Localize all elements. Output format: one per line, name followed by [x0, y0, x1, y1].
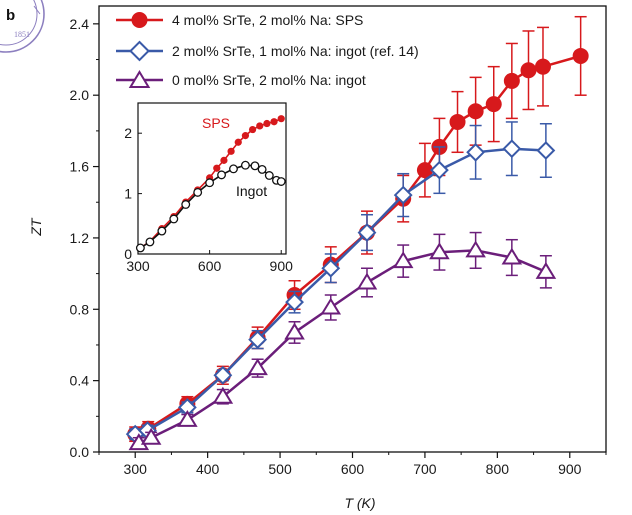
data-point	[535, 261, 557, 279]
x-tick-label: 400	[196, 461, 220, 477]
inset-y-tick-label: 0	[124, 246, 132, 262]
y-tick-label: 2.4	[70, 16, 90, 32]
y-tick-label: 0.4	[70, 373, 90, 389]
inset-data-point	[241, 132, 250, 140]
inset-data-point	[217, 170, 226, 180]
svg-text:1851: 1851	[14, 30, 30, 39]
legend-marker-ingot-0	[128, 70, 151, 88]
legend-marker-sps	[131, 12, 148, 28]
data-point	[466, 142, 486, 162]
inset-data-point	[270, 118, 278, 126]
x-tick-label: 900	[558, 461, 582, 477]
data-point	[485, 96, 502, 113]
inset-data-point	[248, 125, 257, 134]
data-point	[503, 72, 520, 89]
data-point	[416, 162, 433, 179]
legend-label-sps: 4 mol% SrTe, 2 mol% Na: SPS	[172, 12, 363, 28]
inset-data-point	[213, 164, 221, 172]
data-point	[534, 58, 551, 75]
data-point	[429, 160, 449, 180]
data-point	[357, 223, 377, 242]
data-point	[465, 240, 486, 258]
inset-data-point	[135, 243, 145, 253]
inset-data-point	[240, 160, 250, 170]
data-point	[572, 47, 589, 64]
x-tick-label: 700	[413, 461, 437, 477]
data-point	[393, 185, 413, 205]
inset-annotation-sps: SPS	[202, 115, 230, 131]
data-point	[321, 258, 341, 278]
inset-data-point	[276, 177, 286, 186]
inset-data-point	[145, 237, 155, 247]
data-point	[536, 141, 556, 160]
y-tick-label: 0.0	[70, 444, 90, 460]
inset-data-point	[227, 147, 235, 155]
data-point	[520, 62, 537, 79]
legend-label-ingot-0: 0 mol% SrTe, 2 mol% Na: ingot	[172, 72, 366, 88]
data-point	[247, 358, 268, 376]
inset-data-point	[257, 164, 267, 174]
data-point	[213, 365, 233, 385]
legend: 4 mol% SrTe, 2 mol% Na: SPS 2 mol% SrTe,…	[116, 12, 419, 88]
inset-x-tick-label: 300	[126, 258, 150, 274]
data-point	[212, 386, 234, 404]
data-point	[502, 139, 522, 159]
data-point	[285, 292, 304, 312]
inset-data-point	[256, 122, 264, 130]
y-axis-title: ZT	[28, 217, 44, 237]
legend-label-ingot-ref: 2 mol% SrTe, 1 mol% Na: ingot (ref. 14)	[172, 43, 419, 59]
inset-y-tick-label: 1	[124, 186, 132, 202]
x-tick-label: 800	[486, 461, 510, 477]
data-point	[177, 409, 198, 427]
inset-data-point	[157, 226, 167, 236]
inset-annotation-ingot: Ingot	[236, 183, 267, 199]
data-point	[140, 427, 162, 445]
series-line-2	[138, 249, 547, 445]
data-point	[467, 103, 484, 120]
inset-data-point	[229, 164, 238, 174]
inset-data-point	[277, 115, 285, 123]
inset-data-point	[193, 187, 203, 197]
y-tick-label: 2.0	[70, 87, 90, 103]
inset-data-point	[169, 214, 179, 224]
inset-data-point	[220, 156, 228, 164]
data-point	[320, 297, 342, 315]
inset-data-point	[181, 200, 191, 209]
inset-x-tick-label: 900	[270, 258, 294, 274]
x-axis-title: T (K)	[344, 495, 375, 511]
inset-data-point	[234, 138, 242, 146]
data-point	[356, 272, 378, 290]
data-point	[501, 247, 523, 265]
inset-data-point	[205, 178, 215, 188]
inset-x-tick-label: 600	[198, 258, 222, 274]
x-tick-label: 600	[341, 461, 365, 477]
data-point	[429, 242, 450, 260]
legend-marker-ingot-ref	[129, 40, 150, 62]
university-seal-logo: 1851	[0, 0, 45, 53]
inset-data-point	[250, 161, 260, 171]
y-tick-label: 0.8	[70, 301, 90, 317]
x-tick-label: 300	[124, 461, 148, 477]
y-tick-label: 1.6	[70, 159, 90, 175]
panel-label: b	[6, 7, 15, 24]
data-point	[449, 113, 466, 130]
data-point	[284, 322, 305, 340]
inset-y-tick-label: 2	[124, 125, 132, 141]
data-point	[392, 251, 414, 269]
y-tick-label: 1.2	[70, 230, 90, 246]
data-point	[248, 330, 268, 350]
inset-data-point	[263, 119, 271, 128]
x-tick-label: 500	[268, 461, 292, 477]
inset-data-point	[264, 171, 274, 180]
